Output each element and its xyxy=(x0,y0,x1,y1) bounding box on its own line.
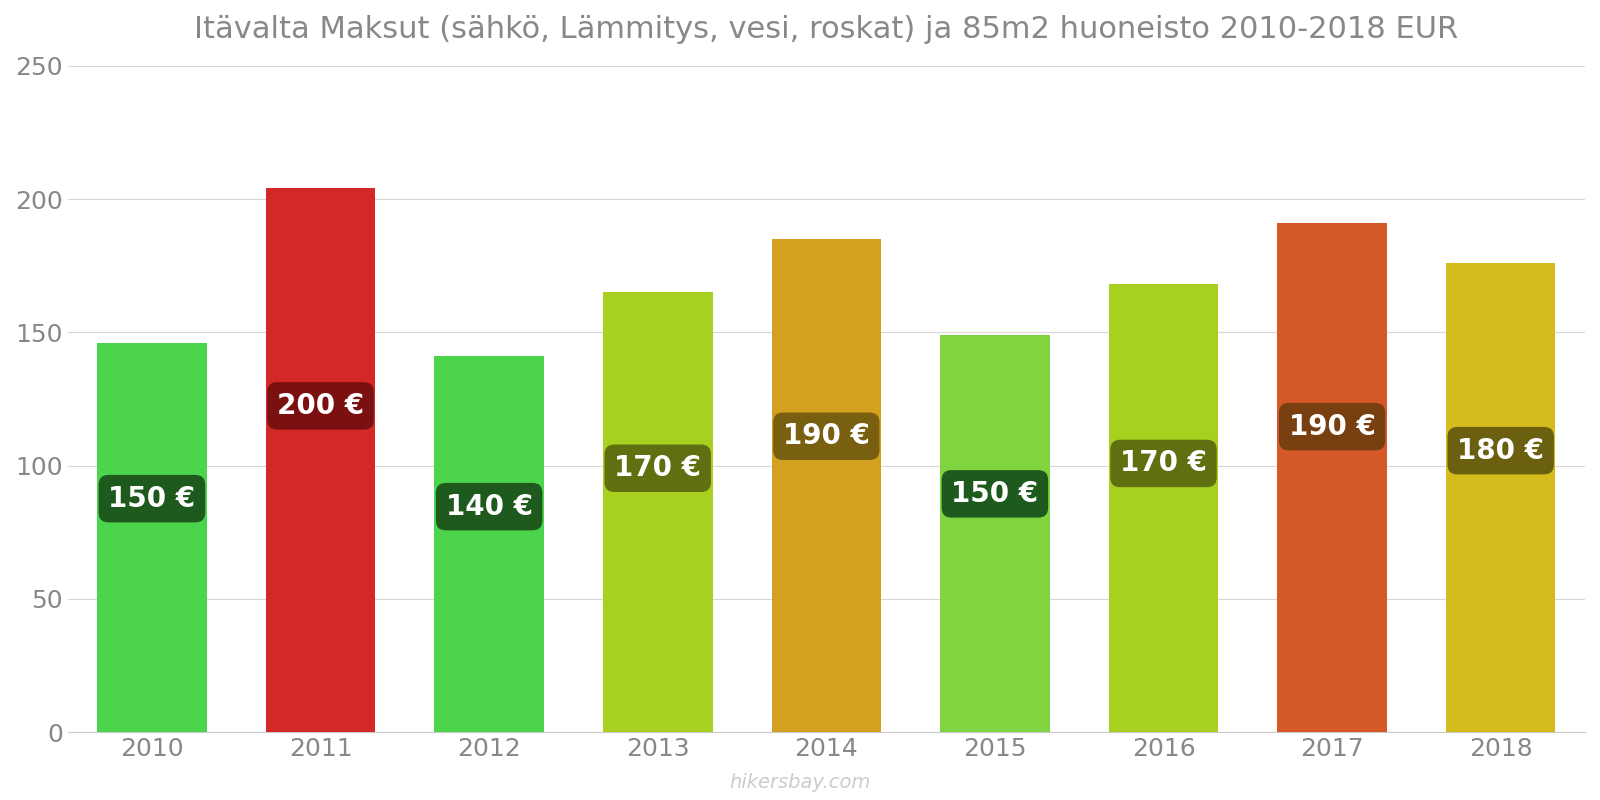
Bar xyxy=(771,239,882,732)
Bar xyxy=(266,188,376,732)
Bar xyxy=(941,335,1050,732)
Bar xyxy=(1446,263,1555,732)
Title: Itävalta Maksut (sähkö, Lämmitys, vesi, roskat) ja 85m2 huoneisto 2010-2018 EUR: Itävalta Maksut (sähkö, Lämmitys, vesi, … xyxy=(194,15,1459,44)
Text: 180 €: 180 € xyxy=(1458,437,1544,465)
Text: hikersbay.com: hikersbay.com xyxy=(730,773,870,792)
Text: 170 €: 170 € xyxy=(1120,450,1206,478)
Bar xyxy=(1277,223,1387,732)
Bar xyxy=(603,292,712,732)
Bar xyxy=(1109,284,1218,732)
Bar xyxy=(434,356,544,732)
Text: 190 €: 190 € xyxy=(782,422,870,450)
Text: 150 €: 150 € xyxy=(952,480,1038,508)
Text: 170 €: 170 € xyxy=(614,454,701,482)
Text: 150 €: 150 € xyxy=(109,485,195,513)
Bar xyxy=(98,343,206,732)
Text: 190 €: 190 € xyxy=(1288,413,1376,441)
Text: 200 €: 200 € xyxy=(277,392,365,420)
Text: 140 €: 140 € xyxy=(446,493,533,521)
